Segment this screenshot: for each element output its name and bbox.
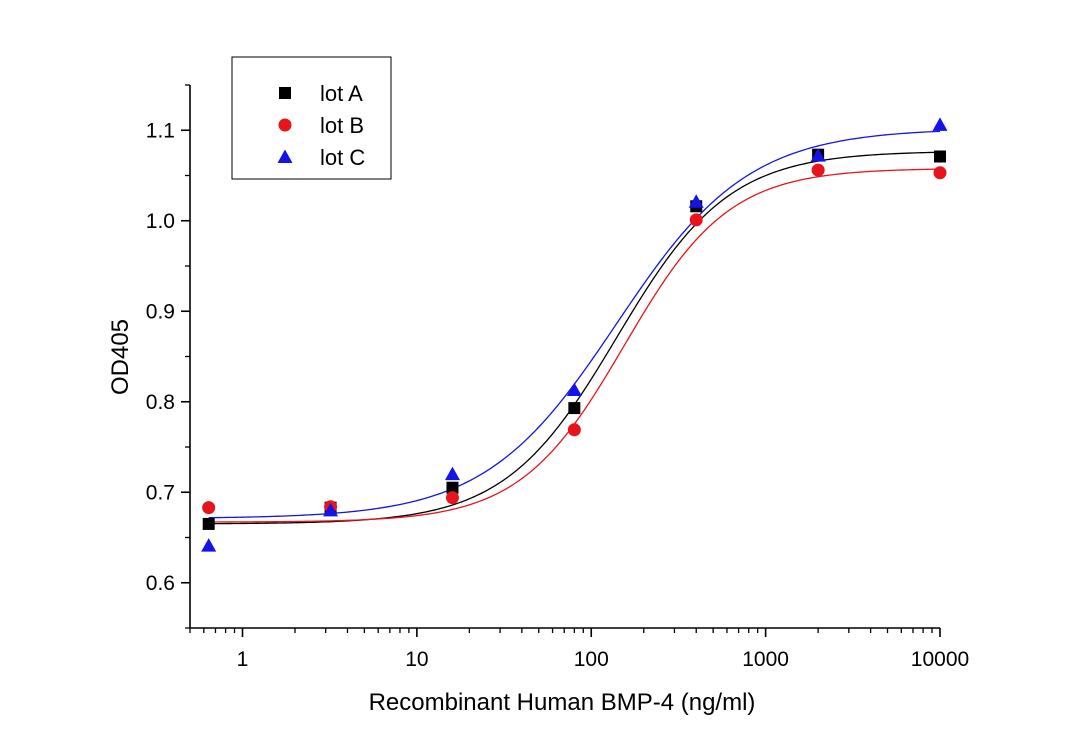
legend-label-lot-a: lot A xyxy=(320,81,363,106)
fit-curves-group xyxy=(208,130,941,525)
data-point-lot-a xyxy=(446,481,459,494)
y-tick-label: 1.0 xyxy=(146,210,175,233)
fit-curve-lot-c xyxy=(208,130,941,519)
data-point-lot-c xyxy=(323,502,339,517)
data-point-lot-c xyxy=(688,194,704,208)
data-point-lot-b xyxy=(202,501,216,515)
data-point-lot-c xyxy=(201,538,217,552)
data-point-lot-b xyxy=(933,166,947,180)
data-point-lot-c xyxy=(444,466,460,481)
data-point-lot-a xyxy=(202,517,215,530)
legend: lot A lot B lot C xyxy=(231,56,392,180)
legend-marker-lot-c xyxy=(277,149,293,163)
x-tick-label: 10000 xyxy=(911,648,969,671)
fit-curve-lot-b xyxy=(208,168,941,523)
x-tick-label: 10 xyxy=(405,648,428,671)
data-point-lot-b xyxy=(689,213,703,227)
data-point-lot-c xyxy=(566,382,582,396)
legend-marker-lot-b xyxy=(278,118,292,132)
axes-group: 0.6 0.7 0.8 0.9 1.0 1.1 1 10 100 1000 10000 xyxy=(146,84,969,671)
x-tick-label: 1000 xyxy=(742,648,789,671)
data-point-lot-b xyxy=(811,163,825,177)
y-tick-label: 0.9 xyxy=(146,300,175,323)
y-tick-label: 0.6 xyxy=(146,572,175,595)
legend-box xyxy=(231,56,392,180)
legend-label-lot-b: lot B xyxy=(320,113,364,138)
data-point-lot-a xyxy=(568,402,581,415)
data-point-lot-c xyxy=(810,148,826,162)
x-axis-title: Recombinant Human BMP-4 (ng/ml) xyxy=(369,689,756,716)
y-tick-label: 0.8 xyxy=(146,391,175,414)
data-points-group xyxy=(201,117,948,552)
y-axis-title: OD405 xyxy=(107,319,134,395)
data-point-lot-b xyxy=(445,491,459,505)
y-tick-label: 1.1 xyxy=(146,119,175,142)
data-point-lot-a xyxy=(934,150,946,163)
data-point-lot-c xyxy=(932,117,948,131)
fit-curve-lot-a xyxy=(208,151,941,525)
x-tick-label: 100 xyxy=(574,648,609,671)
data-point-lot-b xyxy=(567,423,581,437)
legend-marker-lot-a xyxy=(279,87,291,99)
legend-label-lot-c: lot C xyxy=(320,145,365,170)
x-tick-label: 1 xyxy=(237,648,249,671)
y-tick-label: 0.7 xyxy=(146,481,175,504)
